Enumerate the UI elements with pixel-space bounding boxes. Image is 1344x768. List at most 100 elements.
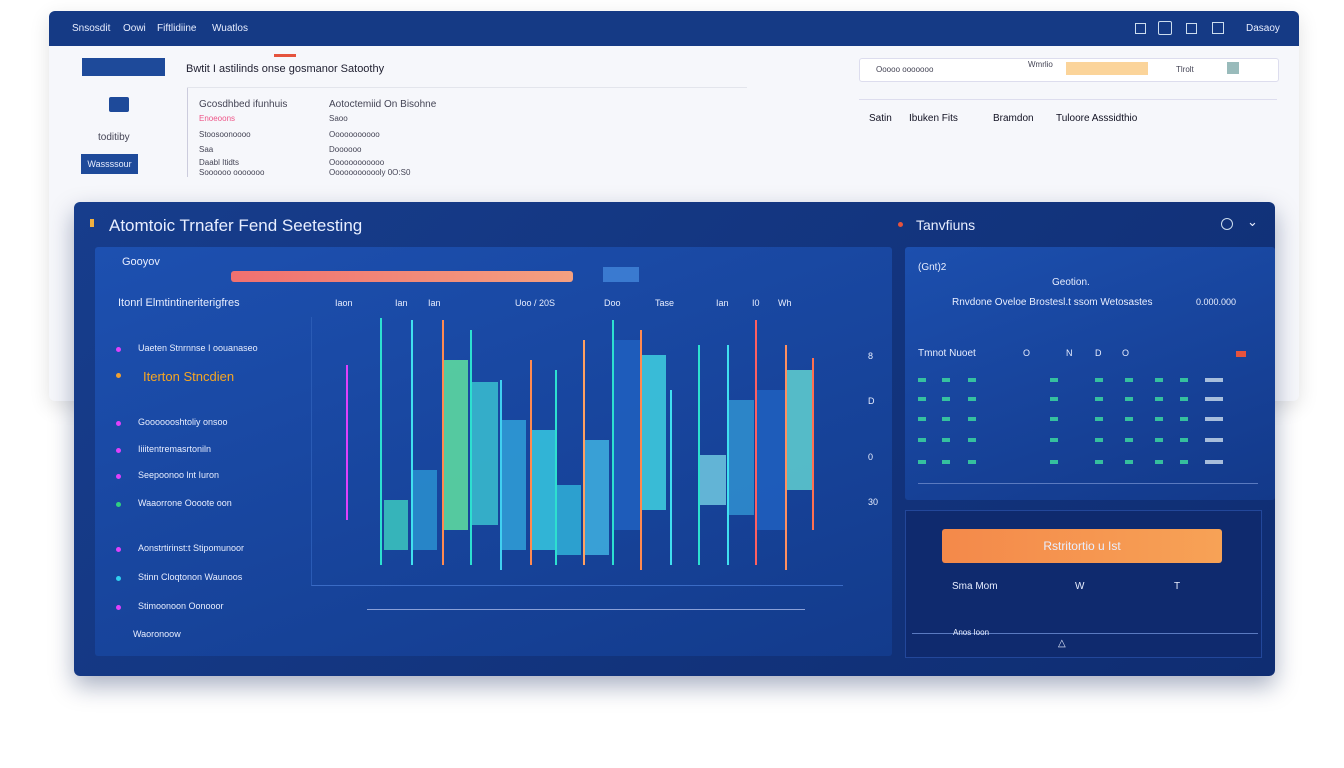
cell-dot (1155, 460, 1163, 464)
chart-label: Ian (716, 298, 729, 308)
icon-button[interactable] (1186, 23, 1197, 34)
list-dot (116, 373, 121, 378)
list-dot (116, 474, 121, 479)
bar (500, 420, 526, 550)
cell-dot (1050, 460, 1058, 464)
icon-button[interactable] (1221, 218, 1233, 230)
cell-dot (1095, 460, 1103, 464)
chart-label: I0 (752, 298, 760, 308)
nav-link[interactable]: Snsosdit (72, 23, 111, 34)
cell-dot (918, 460, 926, 464)
icon-button[interactable] (1212, 22, 1224, 34)
cell-dot (918, 397, 926, 401)
page-title: Bwtit I astilinds onse gosmanor Satoothy (186, 63, 385, 75)
divider (912, 633, 1258, 634)
filter-icon[interactable] (1227, 62, 1239, 74)
chart-label: Uoo / 20S (515, 298, 556, 308)
bar (757, 390, 785, 530)
axis-label: 30 (868, 497, 879, 507)
wick (470, 330, 472, 565)
cell-dot (968, 397, 976, 401)
title-marker (90, 219, 94, 227)
nav-link[interactable]: Wuatlos (212, 23, 248, 34)
cell-dot (1205, 378, 1223, 382)
cell-dot (1180, 378, 1188, 382)
cell-dot (918, 378, 926, 382)
column-header: Bramdon (993, 113, 1034, 124)
side-title: Tanvfiuns (916, 217, 976, 233)
axis-label: 0 (868, 452, 874, 462)
action-label: Sma Mom (952, 581, 998, 592)
title-marker (898, 222, 903, 227)
list-item: Aonstrtirinst:t Stipomunoor (138, 543, 245, 553)
cell-dot (1050, 378, 1058, 382)
chart-area (311, 317, 843, 586)
column-header: Satin (869, 113, 892, 124)
table-col: D (1095, 348, 1102, 358)
table-col: O (1023, 348, 1031, 358)
action-label: T (1174, 581, 1181, 592)
action-footer: Anos Ioon (953, 628, 990, 637)
info-line: Doooooo (329, 145, 362, 154)
list-dot (116, 448, 121, 453)
cell-dot (1125, 460, 1133, 464)
info-line: Aotoctemiid On Bisohne (329, 99, 437, 110)
cell-dot (1050, 438, 1058, 442)
user-name[interactable]: Dasaoy (1246, 23, 1280, 34)
cell-dot (942, 460, 950, 464)
list-item: Iterton Stncdien (143, 369, 235, 384)
cell-dot (1205, 460, 1223, 464)
icon[interactable]: △ (1058, 638, 1066, 649)
chart-label: Iaon (335, 298, 353, 308)
wick (698, 345, 700, 565)
column-header: Ibuken Fits (909, 113, 958, 124)
side-button[interactable]: Wassssour (81, 154, 138, 174)
chart-label: Ian (428, 298, 441, 308)
wick (785, 345, 787, 570)
wick (555, 370, 557, 565)
cell-dot (1155, 397, 1163, 401)
info-line: Gcosdhbed ifunhuis (199, 99, 288, 110)
chip[interactable] (603, 267, 639, 282)
nav-link[interactable]: Fiftlidiine (157, 23, 197, 34)
info-line: Stoosoonoooo (199, 130, 251, 139)
info-line: Saoo (329, 114, 348, 123)
info-line: Oooooooooooo (329, 158, 385, 167)
wick (530, 360, 532, 565)
divider (187, 87, 747, 88)
nav-link[interactable]: Oowi (123, 23, 146, 34)
column-header: Tuloore Asssidthio (1056, 113, 1138, 124)
cell-dot (942, 417, 950, 421)
filter[interactable]: Ooooo ooooooo (876, 65, 934, 74)
action-button[interactable]: Rstritortio u Ist (942, 529, 1222, 563)
wick (583, 340, 585, 565)
wick (670, 390, 672, 565)
list-dot (116, 605, 121, 610)
list-item: Waaorrone Oooote oon (138, 498, 232, 508)
list-item: Stimoonoon Oonooor (138, 601, 224, 611)
cell-dot (918, 417, 926, 421)
sidebar-subheading: Itonrl Elmtintineriterigfres (118, 297, 240, 309)
cell-dot (918, 438, 926, 442)
table-col: O (1122, 348, 1130, 358)
chart-label: Doo (604, 298, 621, 308)
filter[interactable]: Tlrolt (1176, 65, 1194, 74)
bar (411, 470, 437, 550)
info-line: Saa (199, 145, 214, 154)
icon-button[interactable] (1158, 21, 1172, 35)
cell-dot (1050, 417, 1058, 421)
bar (728, 400, 754, 515)
list-item: Uaeten Stnrnnse I oouanaseo (138, 343, 258, 353)
cell-dot (1095, 378, 1103, 382)
bar (557, 485, 581, 555)
action-label: W (1075, 581, 1085, 592)
nav-bar (49, 11, 1299, 46)
side-label: toditiby (98, 132, 130, 143)
wick (380, 318, 382, 565)
filter[interactable]: Wmrlio (1028, 60, 1053, 69)
icon-button[interactable]: ⌄ (1247, 214, 1258, 229)
cell-dot (968, 438, 976, 442)
chart-label: Tase (655, 298, 675, 308)
cell-dot (968, 378, 976, 382)
icon-button[interactable] (1135, 23, 1146, 34)
